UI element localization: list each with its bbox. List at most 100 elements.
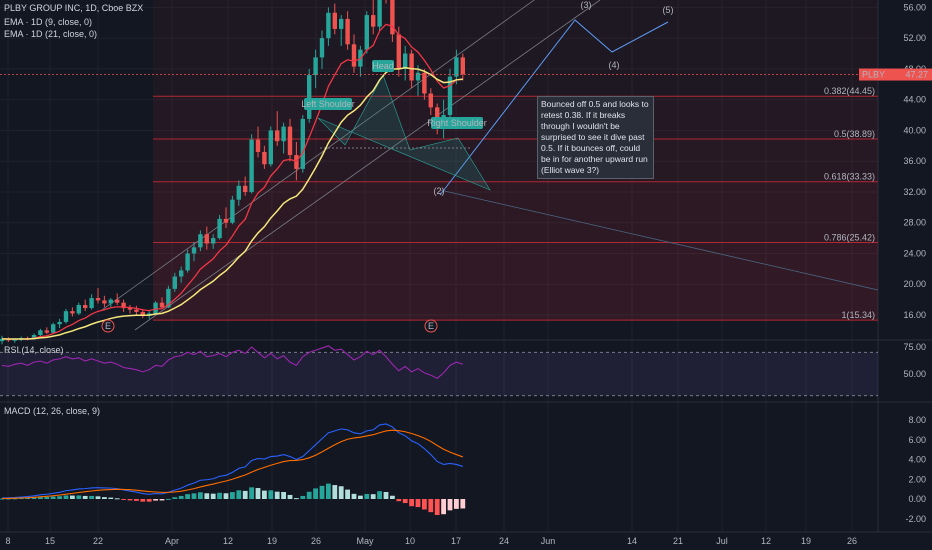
macd-histogram-bar <box>198 492 203 499</box>
symbol-title: PLBY GROUP INC, 1D, Cboe BZX <box>4 3 144 13</box>
candle-body <box>435 107 440 127</box>
ema9-legend[interactable]: EMA · 1D (9, close, 0) <box>4 17 93 27</box>
ema21-line <box>1 66 463 340</box>
macd-axis-label: 6.00 <box>908 435 926 445</box>
price-axis-label: 20.00 <box>903 279 926 289</box>
right-shoulder-label-text: Right Shoulder <box>427 118 487 128</box>
time-axis-label: Jul <box>716 536 728 546</box>
candle-body <box>0 338 5 342</box>
macd-histogram-bar <box>230 492 235 499</box>
candle-body <box>275 130 280 142</box>
candle-body <box>198 234 203 248</box>
price-axis-label: 24.00 <box>903 248 926 258</box>
macd-axis-label: 4.00 <box>908 455 926 465</box>
candle-body <box>454 57 459 77</box>
elliott-wave-path <box>439 19 669 196</box>
macd-line <box>1 423 463 499</box>
macd-histogram-bar <box>12 498 18 500</box>
fib-level-label: 0.382(44.45) <box>824 86 875 96</box>
candle-body <box>319 38 325 58</box>
macd-histogram-bar <box>127 499 133 501</box>
fib-zone <box>153 96 878 139</box>
price-axis-label: 16.00 <box>903 310 926 320</box>
macd-histogram-bar <box>121 499 126 500</box>
signal-line <box>1 429 463 500</box>
macd-histogram-bar <box>306 491 312 499</box>
rsi-legend[interactable]: RSI (14, close) <box>4 345 64 355</box>
macd-histogram-bar <box>351 493 357 499</box>
macd-histogram-bar <box>287 494 293 499</box>
candle-body <box>57 321 62 325</box>
candle-body <box>351 44 357 67</box>
head-shoulders-pattern <box>317 74 491 191</box>
wave-label: (3) <box>581 0 592 10</box>
macd-histogram-bar <box>38 497 43 499</box>
candle-body <box>217 218 222 239</box>
fib-zone <box>153 138 878 182</box>
macd-histogram-bar <box>76 495 82 499</box>
candle-body <box>185 253 190 271</box>
candle-body <box>460 57 465 75</box>
candle-body <box>262 151 267 165</box>
macd-legend[interactable]: MACD (12, 26, close, 9) <box>4 406 101 416</box>
candle-body <box>89 298 94 309</box>
macd-histogram-bar <box>210 493 216 499</box>
time-axis-label: May <box>356 536 374 546</box>
analysis-note[interactable]: Bounced off 0.5 and looks to retest 0.38… <box>537 96 654 179</box>
macd-histogram-bar <box>89 495 94 499</box>
candle-body <box>172 276 177 289</box>
macd-histogram-bar <box>300 495 306 499</box>
time-axis-label: 10 <box>405 536 415 546</box>
candle-body <box>236 185 241 200</box>
earnings-label: E <box>105 321 111 331</box>
macd-histogram-bar <box>383 491 389 499</box>
macd-histogram-bar <box>460 499 466 509</box>
macd-histogram-bar <box>409 499 414 507</box>
macd-histogram-bar <box>441 499 446 515</box>
candle-body <box>230 199 235 223</box>
candle-body <box>307 75 312 119</box>
head-label-tag <box>372 60 394 72</box>
candle-body <box>134 309 139 312</box>
earnings-marker <box>424 319 438 333</box>
candle-body <box>326 12 331 39</box>
time-axis-label: 19 <box>267 536 277 546</box>
time-axis-label: 26 <box>847 536 857 546</box>
macd-histogram-bar <box>326 483 331 499</box>
macd-histogram-bar <box>358 495 363 499</box>
macd-histogram-bar <box>25 497 30 499</box>
time-axis-label: 26 <box>311 536 321 546</box>
macd-histogram-bar <box>191 493 197 499</box>
macd-histogram-bar <box>223 493 229 499</box>
candle-body <box>339 18 344 29</box>
candle-body <box>102 300 107 304</box>
candle-body <box>255 139 261 152</box>
macd-axis-label: 0.00 <box>908 494 926 504</box>
time-axis-label: 22 <box>93 536 103 546</box>
candle-body <box>204 234 209 244</box>
time-axis-label: 19 <box>801 536 811 546</box>
candle-body <box>377 0 382 27</box>
macd-histogram-bar <box>249 487 254 499</box>
candle-body <box>63 311 69 322</box>
candle-body <box>51 324 56 333</box>
candle-body <box>422 72 427 94</box>
ema9-line <box>1 23 463 340</box>
candle-body <box>364 15 369 50</box>
macd-histogram-bar <box>319 485 325 499</box>
macd-histogram-bar <box>242 490 248 499</box>
macd-histogram-bar <box>447 499 453 511</box>
macd-histogram-bar <box>345 489 350 499</box>
price-axis-label: 52.00 <box>903 33 926 43</box>
macd-histogram-bar <box>454 499 459 509</box>
candle-body <box>83 305 88 309</box>
macd-histogram-bar <box>82 495 88 499</box>
candle-body <box>95 298 101 301</box>
candle-body <box>12 339 17 341</box>
candle-body <box>403 53 408 69</box>
left-shoulder-label-text: Left Shoulder <box>301 99 355 109</box>
macd-histogram-bar <box>370 494 376 499</box>
ema21-legend[interactable]: EMA · 1D (21, close, 0) <box>4 29 98 39</box>
